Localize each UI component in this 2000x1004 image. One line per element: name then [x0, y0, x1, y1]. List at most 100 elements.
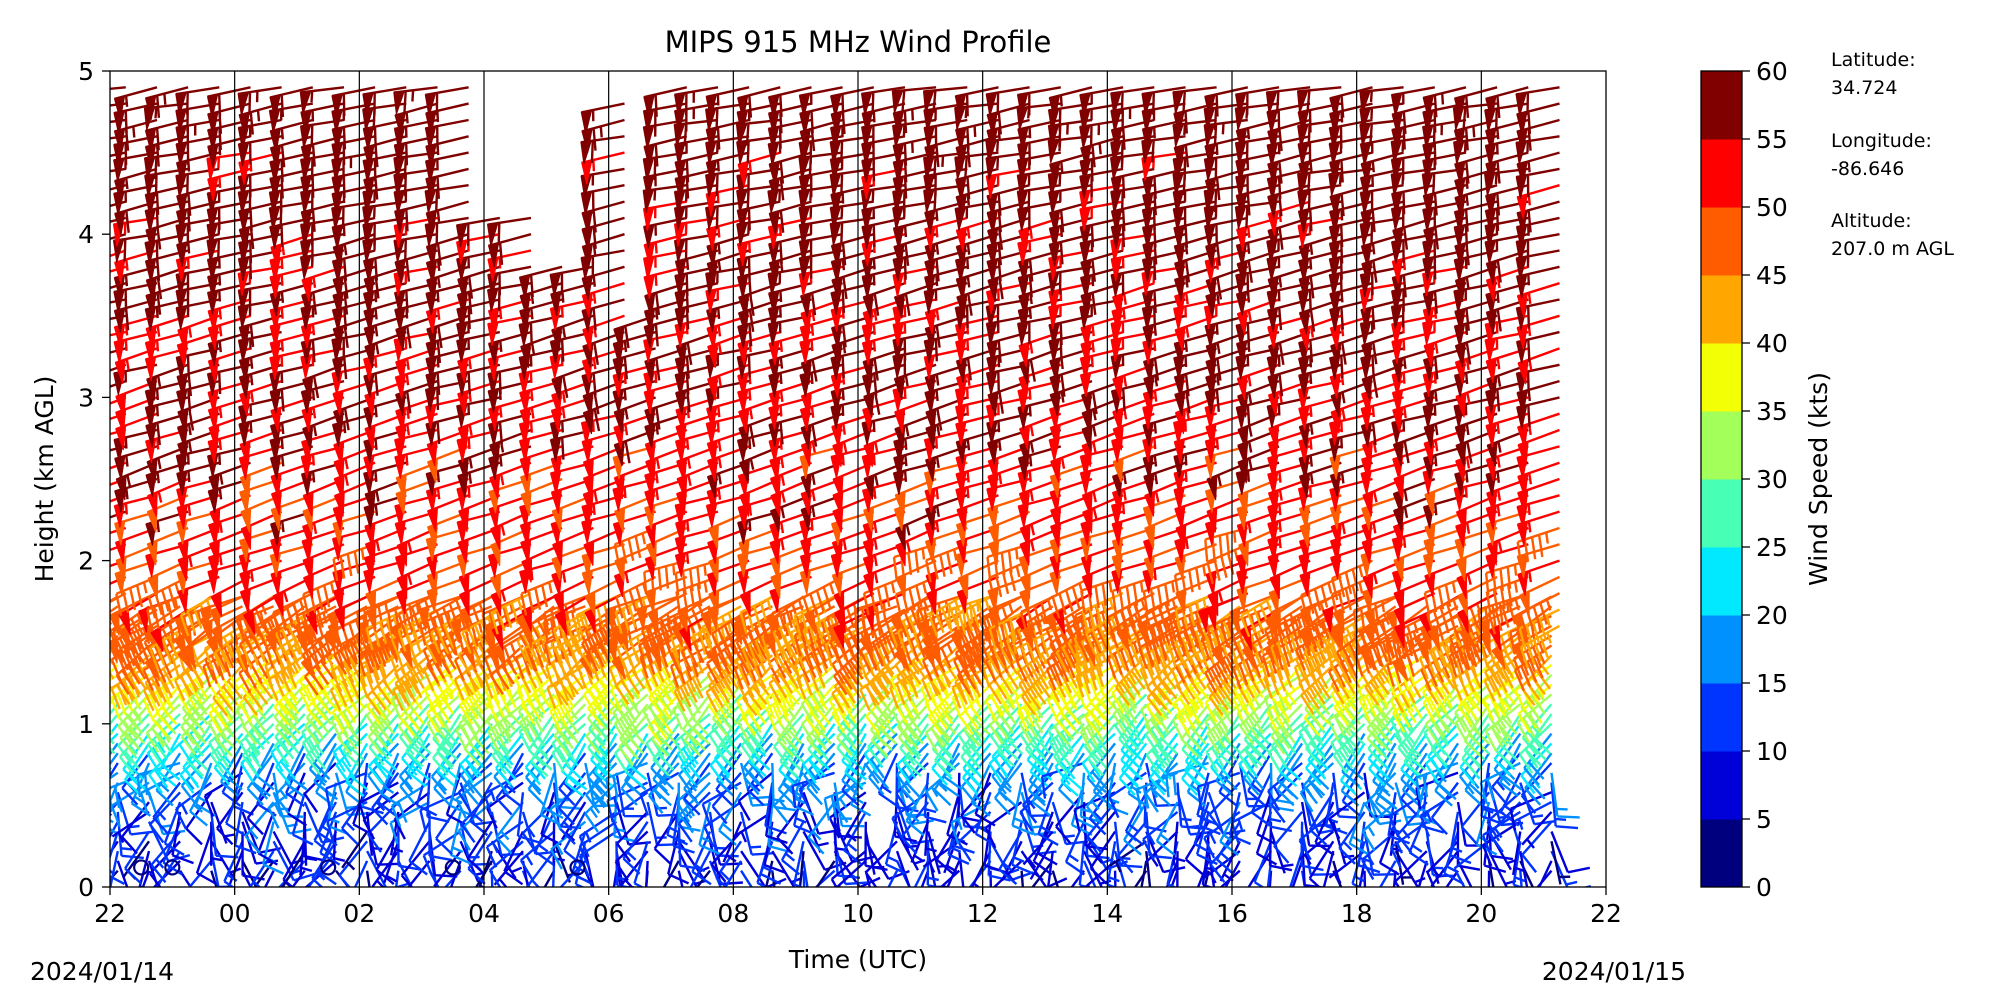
- wind-barb-pennant: [365, 606, 377, 632]
- wind-barb: [428, 673, 462, 726]
- wind-barb: [1550, 841, 1571, 885]
- wind-barb-pennant: [83, 322, 93, 346]
- wind-barb-pennant: [82, 91, 93, 114]
- wind-barb: [452, 595, 493, 640]
- wind-barb: [466, 821, 493, 875]
- wind-barb: [122, 732, 150, 787]
- wind-barb: [124, 830, 151, 885]
- wind-barb: [299, 664, 337, 712]
- wind-barb: [516, 664, 555, 711]
- x-tick-label: 02: [343, 899, 375, 928]
- colorbar-segment: [1701, 547, 1742, 616]
- wind-barb: [394, 870, 400, 887]
- wind-barb-pennant: [114, 177, 126, 203]
- wind-barb-pennant: [118, 609, 131, 635]
- wind-barb: [110, 762, 119, 817]
- wind-barb: [365, 683, 400, 735]
- wind-barb: [489, 644, 524, 695]
- wind-barb-pennant: [301, 276, 313, 302]
- colorbar-label: Wind Speed (kts): [1804, 372, 1833, 586]
- wind-barb-pennant: [418, 606, 430, 632]
- wind-barb-pennant: [457, 357, 469, 383]
- wind-barb: [242, 693, 275, 746]
- wind-barb: [662, 860, 680, 887]
- colorbar-segment: [1701, 207, 1742, 276]
- wind-barb: [329, 664, 368, 711]
- wind-barb: [1291, 860, 1304, 887]
- wind-barb: [958, 850, 975, 887]
- colorbar-tick-label: 0: [1756, 873, 1772, 902]
- wind-barb: [212, 664, 244, 717]
- wind-barb-pennant: [238, 111, 251, 137]
- wind-barb: [493, 850, 524, 887]
- wind-barb: [246, 752, 275, 806]
- wind-barb-pennant: [459, 590, 470, 616]
- wind-barb: [177, 664, 213, 715]
- wind-barb: [243, 608, 283, 655]
- wind-barb: [461, 683, 493, 736]
- wind-barb: [336, 703, 368, 756]
- wind-barb: [207, 693, 244, 743]
- wind-barb: [369, 693, 400, 747]
- colorbar: [1701, 71, 1742, 888]
- colorbar-tick-label: 50: [1756, 193, 1788, 222]
- wind-barb-pennant: [77, 629, 87, 653]
- wind-barb: [780, 821, 805, 876]
- wind-barb: [483, 771, 524, 816]
- wind-barb-pennant: [395, 358, 407, 384]
- wind-barb: [400, 840, 431, 887]
- wind-barb: [563, 811, 587, 866]
- altitude-value: 207.0 m AGL: [1831, 238, 1954, 260]
- wind-barb: [397, 592, 439, 636]
- wind-barb-pennant: [87, 609, 98, 633]
- wind-barb-pennant: [362, 258, 375, 283]
- wind-barb: [361, 615, 400, 663]
- wind-barb-pennant: [299, 90, 312, 115]
- wind-barb: [459, 644, 493, 696]
- wind-barb: [374, 723, 400, 778]
- wind-barb: [195, 831, 218, 886]
- wind-barb: [246, 781, 275, 836]
- wind-barb-pennant: [394, 111, 406, 137]
- wind-barb: [430, 608, 470, 655]
- y-axis-label: Height (km AGL): [30, 376, 59, 583]
- wind-barb: [1322, 850, 1335, 887]
- wind-barb: [110, 86, 126, 91]
- wind-barb: [584, 870, 594, 887]
- wind-barb-pennant: [490, 540, 501, 567]
- wind-barb-pennant: [182, 644, 197, 670]
- wind-barb: [302, 811, 326, 862]
- wind-barb-pennant: [85, 409, 95, 433]
- wind-barb: [365, 870, 371, 887]
- colorbar-tick-label: 10: [1756, 737, 1788, 766]
- wind-barb-pennant: [84, 490, 94, 514]
- wind-barb-pennant: [326, 610, 338, 636]
- wind-barb: [291, 869, 306, 887]
- wind-barb-pennant: [84, 424, 94, 448]
- wind-barb-pennant: [138, 607, 150, 633]
- wind-barb: [489, 713, 524, 764]
- wind-barb: [305, 722, 337, 775]
- wind-barb-pennant: [83, 194, 93, 218]
- wind-barb-pennant: [394, 208, 406, 234]
- wind-barb: [286, 772, 308, 827]
- wind-barb: [144, 654, 181, 703]
- wind-barb-pennant: [1489, 625, 1502, 651]
- wind-barb: [110, 821, 119, 876]
- colorbar-segment: [1701, 751, 1742, 820]
- altitude-label: Altitude:: [1831, 210, 1912, 232]
- chart-title: MIPS 915 MHz Wind Profile: [665, 25, 1052, 59]
- wind-barb: [353, 860, 369, 887]
- wind-barb: [939, 869, 961, 887]
- x-tick-label: 22: [94, 899, 126, 928]
- wind-barb: [117, 683, 150, 736]
- wind-barb-pennant: [487, 552, 500, 578]
- wind-barb: [186, 723, 213, 777]
- wind-barb-pennant: [365, 589, 377, 616]
- wind-barb: [244, 703, 275, 756]
- wind-barb: [558, 791, 587, 845]
- wind-barb-pennant: [332, 390, 344, 416]
- wind-barb: [426, 634, 462, 685]
- wind-barb: [303, 644, 337, 696]
